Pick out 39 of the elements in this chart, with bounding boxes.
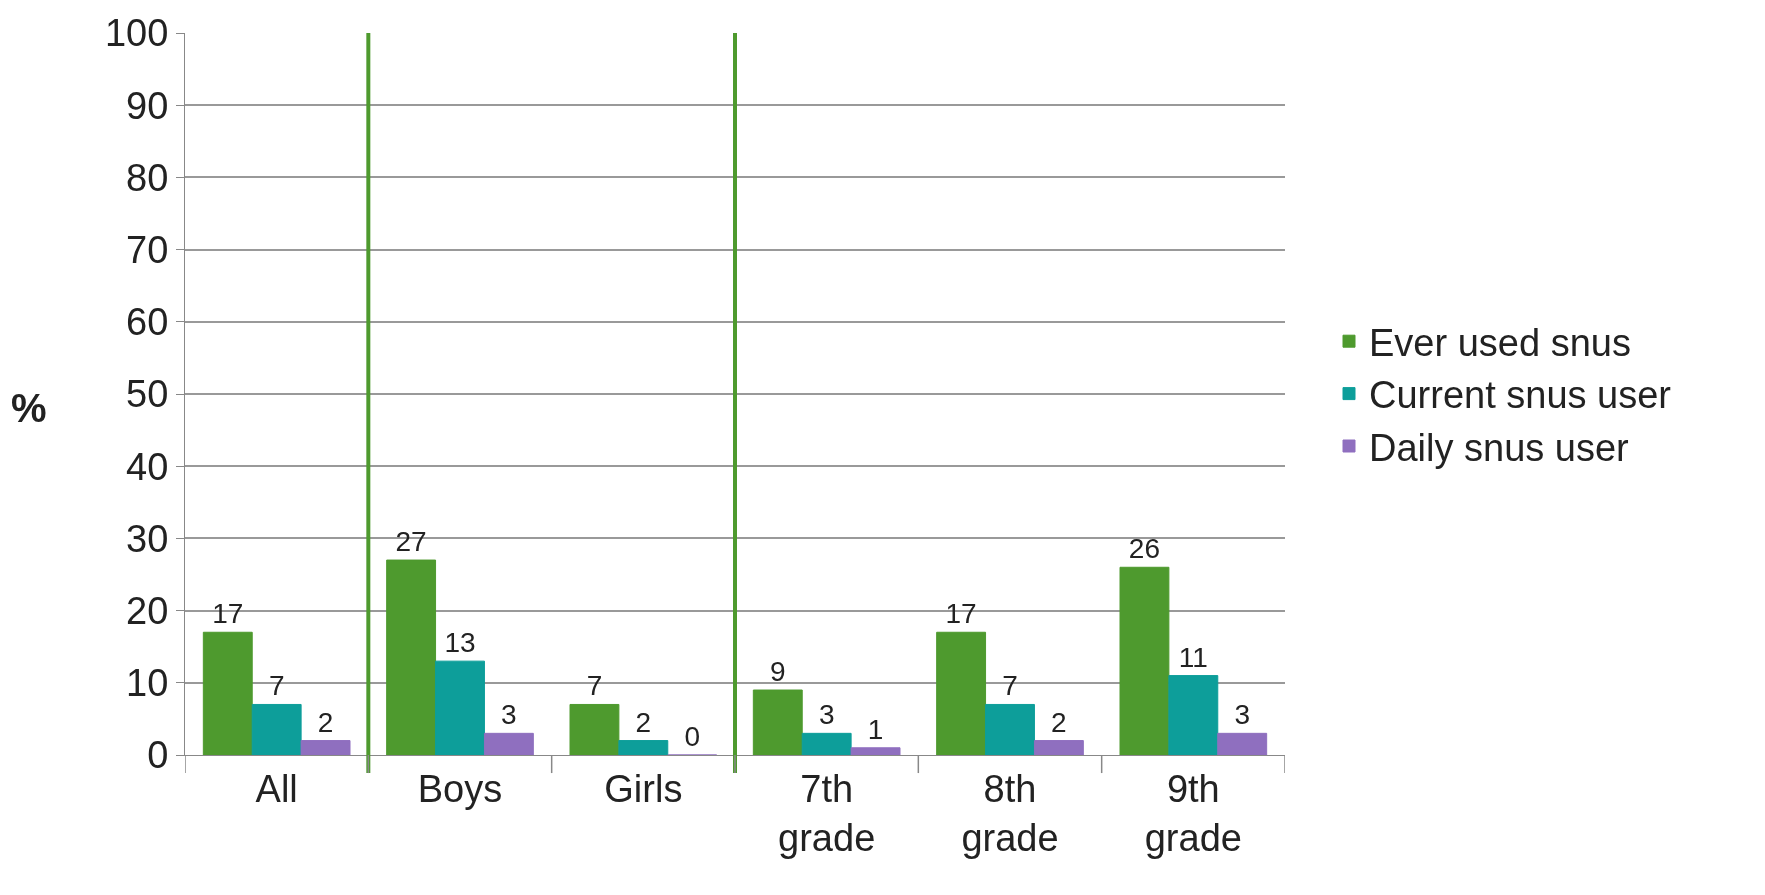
data-label: 0 <box>684 721 701 752</box>
y-tick-label: 90 <box>126 84 169 127</box>
x-tick-label: Boys <box>417 767 503 810</box>
y-tick-label: 0 <box>147 734 169 777</box>
data-label: 2 <box>1051 706 1067 738</box>
data-label: 9 <box>769 656 786 688</box>
data-label: 17 <box>945 598 977 630</box>
y-tick-label: 80 <box>126 156 169 199</box>
data-label: 17 <box>212 598 244 630</box>
y-tick-label: 30 <box>126 517 169 560</box>
legend-label: Daily snus user <box>1369 426 1630 469</box>
x-tick-label: 8th grade <box>961 767 1059 859</box>
y-tick-label: 10 <box>126 662 169 705</box>
data-label: 3 <box>818 699 835 731</box>
data-label: 3 <box>1234 699 1251 731</box>
legend-label: Ever used snus <box>1369 322 1631 365</box>
data-label: 7 <box>1002 670 1018 702</box>
y-tick-label: 50 <box>126 373 169 416</box>
data-label: 2 <box>635 706 652 738</box>
legend-label: Current snus user <box>1369 374 1672 417</box>
data-label: 3 <box>501 699 517 731</box>
x-tick-label: Girls <box>604 767 683 810</box>
x-tick-label: 9th grade <box>1144 767 1242 859</box>
data-label: 13 <box>444 627 476 659</box>
data-label: 1 <box>867 713 884 745</box>
data-label: 26 <box>1128 533 1161 565</box>
y-tick-label: 60 <box>126 301 169 344</box>
x-tick-label: 7th grade <box>778 767 876 859</box>
y-tick-label: 70 <box>126 228 169 271</box>
y-tick-label: 20 <box>126 589 169 632</box>
y-axis-title: % <box>11 386 47 430</box>
data-label: 2 <box>317 706 334 738</box>
data-label: 7 <box>586 670 603 702</box>
data-label: 27 <box>395 526 427 558</box>
x-tick-label: All <box>255 767 298 810</box>
y-tick-label: 40 <box>126 445 169 488</box>
y-tick-label: 100 <box>104 12 169 55</box>
data-label: 7 <box>268 670 285 702</box>
data-label: 11 <box>1178 641 1208 673</box>
